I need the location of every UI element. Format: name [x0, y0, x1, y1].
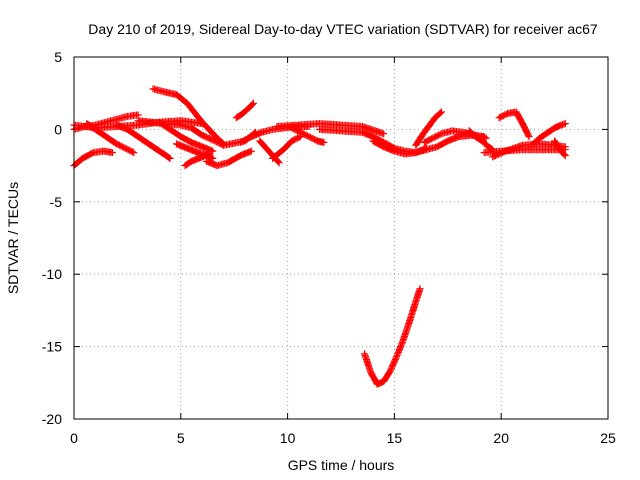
- x-tick-label: 10: [280, 430, 296, 446]
- series-arc-8: [155, 118, 217, 155]
- x-tick-label: 25: [600, 430, 616, 446]
- series-markers: [495, 108, 533, 141]
- series-markers: [529, 120, 569, 148]
- y-tick-label: 5: [54, 49, 62, 65]
- series-arc-4: [83, 120, 138, 157]
- y-tick-label: -15: [42, 339, 62, 355]
- series-markers: [83, 120, 138, 157]
- x-tick-label: 0: [70, 430, 78, 446]
- series-arc-12: [232, 99, 257, 122]
- series-arc-10: [181, 150, 213, 170]
- series-markers: [361, 285, 424, 388]
- plot-frame: [73, 56, 609, 420]
- series-arc-16: [273, 120, 388, 138]
- series-arc-11: [202, 147, 255, 170]
- y-tick-label: -10: [42, 266, 62, 282]
- series-arc-17: [288, 124, 328, 146]
- series-arc-5: [113, 121, 174, 162]
- series-arc-26: [495, 108, 533, 141]
- series-markers: [369, 137, 430, 158]
- chart-title: Day 210 of 2019, Sidereal Day-to-day VTE…: [88, 21, 598, 37]
- grid: [74, 57, 608, 419]
- series-markers: [113, 121, 174, 162]
- series-markers: [155, 118, 217, 155]
- data-series: [70, 85, 569, 388]
- y-tick-label: 0: [54, 121, 62, 137]
- x-tick-label: 15: [387, 430, 403, 446]
- series-markers: [70, 147, 116, 170]
- series-arc-15: [269, 133, 304, 162]
- series-arc-19: [369, 137, 430, 158]
- series-markers: [149, 85, 227, 148]
- axis-ticks: 0 5 10 15 20 25 5 0 -5 -10 -15 -20: [42, 49, 616, 446]
- x-tick-label: 5: [177, 430, 185, 446]
- y-tick-label: -20: [42, 411, 62, 427]
- series-markers: [269, 133, 304, 162]
- x-tick-label: 20: [493, 430, 509, 446]
- series-markers: [181, 150, 213, 170]
- series-arc-21: [412, 108, 445, 149]
- series-markers: [465, 127, 497, 154]
- series-arc-28: [551, 137, 569, 159]
- series-markers: [273, 120, 388, 138]
- series-arc-20: [361, 285, 424, 388]
- series-arc-23: [465, 127, 497, 154]
- y-axis-label: SDTVAR / TECUs: [5, 182, 21, 294]
- series-arc-6: [149, 85, 227, 148]
- series-markers: [232, 99, 257, 122]
- series-markers: [551, 137, 569, 159]
- series-arc-2: [70, 147, 116, 170]
- series-arc-27: [529, 120, 569, 148]
- series-markers: [202, 147, 255, 170]
- series-markers: [412, 108, 445, 149]
- x-axis-label: GPS time / hours: [288, 457, 395, 473]
- y-tick-label: -5: [50, 194, 63, 210]
- series-markers: [288, 124, 328, 146]
